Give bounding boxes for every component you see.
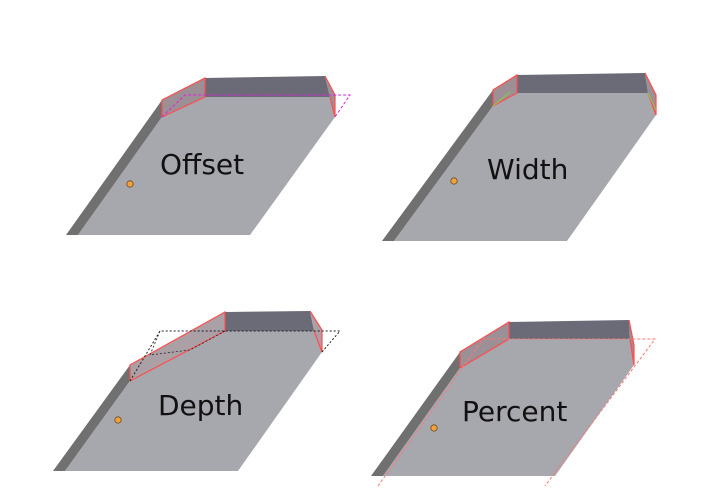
- bevel-face-left: [130, 312, 225, 381]
- origin-point: [114, 416, 122, 424]
- panel-label: Depth: [158, 389, 243, 422]
- left-edge-face: [371, 352, 460, 476]
- panel-label: Percent: [462, 395, 567, 428]
- top-face: [383, 339, 634, 476]
- width-guide-right: [647, 92, 657, 111]
- top-face: [394, 93, 656, 241]
- bevel-edge-highlight-right: [324, 75, 336, 118]
- panel-offset: Offset: [66, 75, 351, 235]
- top-face: [65, 331, 322, 471]
- front-face: [509, 320, 630, 339]
- bevel-face-left: [493, 75, 517, 106]
- front-face: [225, 311, 314, 331]
- panel-percent: Percent: [371, 319, 656, 487]
- bevel-edge-highlight: [459, 320, 510, 369]
- left-edge-face: [66, 100, 162, 235]
- panel-width: Width: [382, 72, 657, 241]
- origin-point: [430, 424, 438, 432]
- bevel-edge-highlight-right: [644, 72, 657, 116]
- bevel-face-left: [460, 322, 509, 368]
- panel-label: Width: [487, 153, 568, 186]
- bevel-face-right: [310, 311, 322, 352]
- origin-point: [450, 177, 458, 185]
- left-edge-face: [382, 90, 493, 241]
- front-face: [205, 76, 330, 97]
- origin-point: [126, 180, 134, 188]
- panel-label: Offset: [160, 148, 244, 181]
- width-guide: [492, 91, 511, 107]
- bevel-edge-highlight: [492, 73, 518, 107]
- offset-guide: [161, 94, 351, 118]
- top-face: [78, 97, 335, 235]
- bevel-face-left: [162, 78, 205, 117]
- depth-guide: [129, 330, 342, 382]
- bevel-edge-highlight-right: [628, 319, 635, 366]
- bevel-edge-highlight: [129, 310, 226, 382]
- bevel-edge-highlight-right: [309, 310, 323, 353]
- depth-guide-inner: [149, 330, 226, 356]
- left-edge-face: [53, 365, 130, 471]
- bevel-edge-highlight: [161, 77, 206, 118]
- front-face: [517, 73, 648, 93]
- percent-guide: [377, 338, 656, 487]
- panel-depth: Depth: [53, 310, 342, 471]
